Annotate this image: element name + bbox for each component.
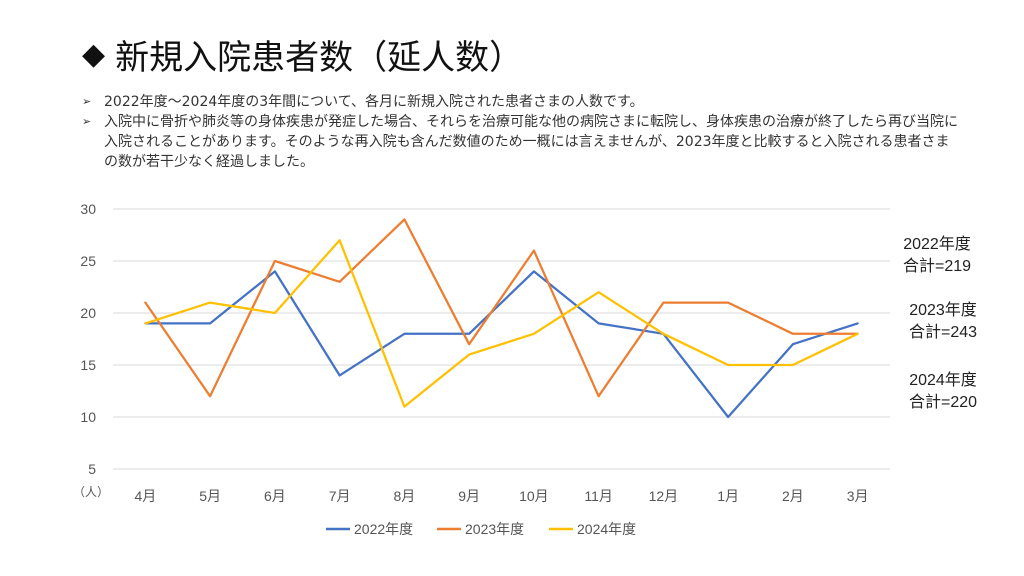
total-year: 2023年度: [909, 302, 977, 319]
y-tick-label: 30: [80, 201, 96, 217]
legend-label: 2023年度: [465, 521, 524, 537]
total-label-2023: 2023年度 合計=243: [893, 300, 993, 344]
y-tick-label: 20: [80, 305, 96, 321]
x-tick-label: 11月: [584, 488, 613, 504]
total-value: 合計=243: [908, 324, 978, 341]
x-tick-label: 2月: [782, 488, 804, 504]
y-unit-label: （人）: [73, 485, 109, 499]
total-value: 合計=220: [908, 394, 978, 411]
bullet-text: 入院中に骨折や肺炎等の身体疾患が発症した場合、それらを治療可能な他の病院さまに転…: [104, 114, 958, 170]
legend-label: 2022年度: [354, 521, 413, 537]
x-tick-label: 6月: [264, 488, 286, 504]
x-tick-label: 5月: [199, 488, 221, 504]
bullet-item: ➢ 2022年度～2024年度の3年間について、各月に新規入院された患者さまの人…: [82, 92, 962, 112]
x-tick-label: 10月: [519, 488, 549, 504]
total-label-2022: 2022年度 合計=219: [887, 234, 987, 278]
series-line: [144, 239, 859, 408]
bullet-item: ➢ 入院中に骨折や肺炎等の身体疾患が発症した場合、それらを治療可能な他の病院さま…: [82, 112, 962, 172]
x-tick-label: 1月: [717, 488, 739, 504]
diamond-icon: ◆: [82, 36, 106, 72]
y-tick-label: 10: [80, 409, 96, 425]
x-tick-label: 7月: [329, 488, 351, 504]
y-tick-label: 5: [88, 461, 96, 477]
description: ➢ 2022年度～2024年度の3年間について、各月に新規入院された患者さまの人…: [82, 92, 962, 172]
y-tick-label: 25: [80, 253, 96, 269]
page-title: 新規入院患者数（延人数）: [115, 38, 524, 78]
x-tick-label: 8月: [393, 488, 415, 504]
series-line: [144, 218, 859, 398]
x-tick-label: 4月: [134, 488, 156, 504]
legend-label: 2024年度: [577, 521, 636, 537]
x-tick-label: 3月: [847, 488, 869, 504]
series-line: [144, 270, 859, 419]
arrow-bullet-icon: ➢: [82, 115, 92, 128]
total-value: 合計=219: [902, 258, 972, 275]
slide-title: ◆ 新規入院患者数（延人数）: [82, 30, 523, 79]
total-label-2024: 2024年度 合計=220: [893, 370, 993, 414]
arrow-bullet-icon: ➢: [82, 95, 92, 108]
total-year: 2022年度: [903, 236, 971, 253]
bullet-text: 2022年度～2024年度の3年間について、各月に新規入院された患者さまの人数で…: [104, 94, 644, 110]
total-year: 2024年度: [909, 372, 977, 389]
x-tick-label: 9月: [458, 488, 480, 504]
y-tick-label: 15: [80, 357, 96, 373]
x-tick-label: 12月: [649, 488, 679, 504]
